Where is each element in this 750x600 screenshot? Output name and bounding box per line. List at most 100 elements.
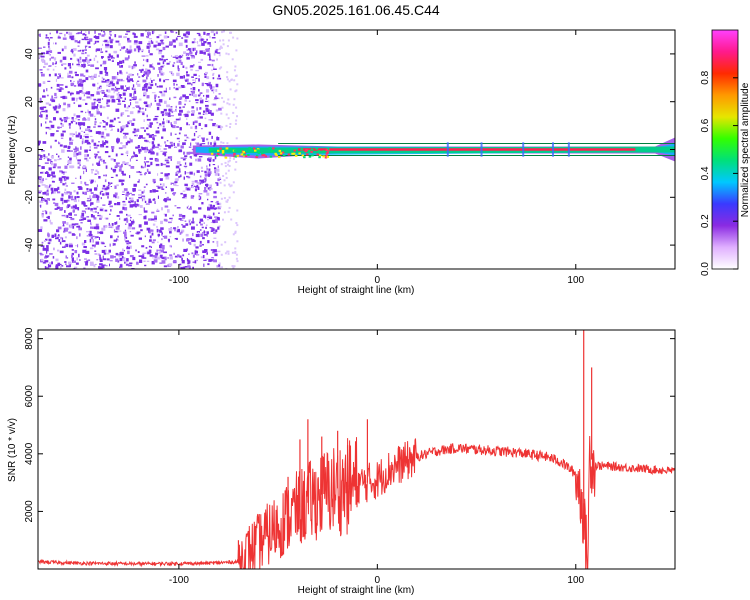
noise-cell xyxy=(123,231,127,234)
noise-cell xyxy=(101,135,104,138)
noise-cell xyxy=(169,231,172,234)
noise-cell xyxy=(159,70,161,73)
noise-cell xyxy=(214,219,218,223)
noise-cell xyxy=(194,252,197,255)
noise-cell xyxy=(132,32,135,35)
signal-cell xyxy=(247,154,250,156)
noise-cell xyxy=(122,201,126,203)
noise-cell xyxy=(70,198,75,201)
noise-cell xyxy=(91,102,96,106)
noise-cell xyxy=(173,142,175,147)
noise-cell xyxy=(226,200,229,203)
noise-cell xyxy=(203,95,205,97)
noise-cell xyxy=(117,71,119,76)
noise-cell xyxy=(77,65,82,67)
noise-cell xyxy=(83,205,88,207)
noise-cell xyxy=(109,263,110,267)
snr-series-line xyxy=(38,435,675,569)
noise-cell xyxy=(160,249,164,253)
noise-cell xyxy=(84,39,89,41)
noise-cell xyxy=(143,189,145,193)
noise-cell xyxy=(218,67,221,70)
noise-cell xyxy=(151,92,156,94)
noise-cell xyxy=(214,50,218,54)
noise-cell xyxy=(161,93,166,97)
noise-cell xyxy=(110,80,114,82)
noise-cell xyxy=(127,250,130,255)
noise-cell xyxy=(94,187,98,191)
noise-cell xyxy=(123,136,128,139)
noise-cell xyxy=(51,99,56,103)
signal-cell xyxy=(257,151,261,154)
noise-cell xyxy=(158,49,163,52)
noise-cell xyxy=(85,102,88,105)
noise-cell xyxy=(46,250,48,254)
noise-cell xyxy=(216,244,219,247)
noise-cell xyxy=(52,256,55,259)
noise-cell xyxy=(197,44,201,47)
noise-cell xyxy=(155,158,159,162)
noise-cell xyxy=(221,106,224,109)
noise-cell xyxy=(110,33,112,37)
noise-cell xyxy=(81,52,85,55)
noise-cell xyxy=(192,87,196,91)
noise-cell xyxy=(64,176,67,178)
noise-cell xyxy=(113,170,116,173)
signal-cell xyxy=(210,152,214,155)
noise-cell xyxy=(220,46,223,49)
noise-cell xyxy=(96,48,101,52)
noise-cell xyxy=(170,144,173,147)
noise-cell xyxy=(153,259,158,263)
noise-cell xyxy=(198,65,201,69)
noise-cell xyxy=(235,137,238,140)
noise-cell xyxy=(99,85,102,87)
noise-cell xyxy=(124,133,126,137)
noise-cell xyxy=(137,145,140,149)
noise-cell xyxy=(148,40,152,44)
noise-cell xyxy=(185,52,190,57)
noise-cell xyxy=(231,265,234,267)
noise-cell xyxy=(214,41,216,43)
noise-cell xyxy=(152,239,156,242)
noise-cell xyxy=(108,155,111,158)
noise-cell xyxy=(145,203,150,205)
noise-cell xyxy=(88,111,91,114)
noise-cell xyxy=(113,117,116,121)
noise-cell xyxy=(136,81,138,85)
noise-cell xyxy=(191,83,193,86)
noise-cell xyxy=(110,176,114,178)
noise-cell xyxy=(38,141,40,145)
noise-cell xyxy=(155,252,159,256)
noise-cell xyxy=(85,248,87,250)
noise-cell xyxy=(109,38,114,41)
noise-cell xyxy=(182,225,186,228)
noise-cell xyxy=(204,177,206,180)
noise-cell xyxy=(193,94,197,98)
noise-cell xyxy=(181,267,186,269)
noise-cell xyxy=(39,69,43,71)
noise-cell xyxy=(123,46,126,49)
noise-cell xyxy=(195,125,197,128)
noise-cell xyxy=(195,69,200,72)
signal-cell xyxy=(249,148,252,151)
noise-cell xyxy=(133,90,137,94)
snr-xlabel: Height of straight line (km) xyxy=(298,585,415,596)
noise-cell xyxy=(108,53,111,56)
noise-cell xyxy=(164,100,167,104)
noise-cell xyxy=(122,125,126,129)
noise-cell xyxy=(136,134,138,137)
noise-cell xyxy=(156,249,158,252)
noise-cell xyxy=(94,253,98,255)
noise-cell xyxy=(47,232,49,236)
noise-cell xyxy=(165,165,170,168)
noise-cell xyxy=(82,191,84,194)
noise-cell xyxy=(64,45,67,50)
noise-cell xyxy=(214,216,218,218)
noise-cell xyxy=(200,166,203,169)
noise-cell xyxy=(205,104,209,107)
noise-cell xyxy=(234,231,237,234)
noise-cell xyxy=(232,158,235,160)
noise-cell xyxy=(184,36,189,38)
noise-cell xyxy=(88,46,91,48)
noise-cell xyxy=(167,112,171,115)
